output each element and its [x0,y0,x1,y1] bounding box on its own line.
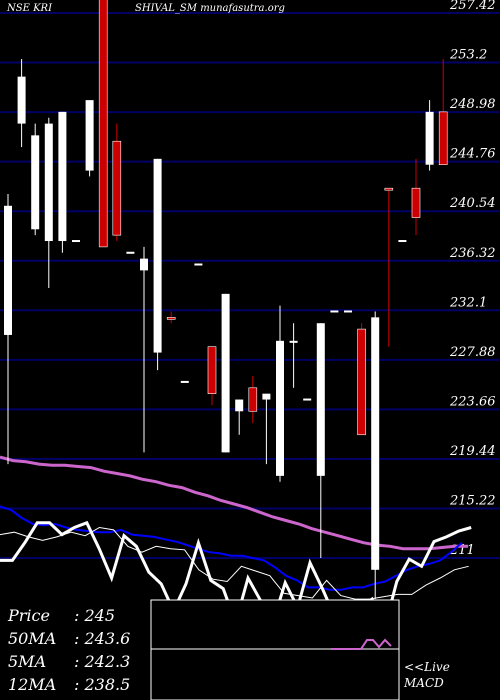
source-label: SHIVAL_SM munafasutra.org [135,3,285,14]
macd-signal-line [331,638,392,650]
grid-layer [0,12,500,560]
candle-up [58,111,67,242]
stat-ma50: 50MA: 243.6 [8,629,131,648]
stat-ma12-value: 238.5 [84,675,131,694]
price-tick-label: 240.54 [449,196,496,211]
stat-ma5-key: 5MA [8,652,47,671]
price-tick-label: 232.1 [449,295,487,310]
candle-up [221,293,230,453]
stat-ma50-value: 243.6 [84,629,131,648]
candle-up [17,76,26,124]
candle-up [140,258,148,271]
candle-down [357,328,366,436]
macd-live-label: <<Live [404,660,450,674]
moving-averages [0,455,469,600]
candles [4,0,448,600]
price-tick-label: 219.44 [449,444,496,459]
candle-up [4,205,12,335]
candle-down [98,0,108,248]
price-tick-label: 253.2 [449,48,487,63]
price-tick-label: 223.66 [449,394,496,409]
candle-down [411,187,421,218]
candle-up [425,111,434,165]
stat-ma5: 5MA: 242.3 [8,652,131,671]
symbol-label: NSE KRI [7,3,53,14]
candle-down [207,346,217,394]
candle-up [289,340,298,343]
candle-down [384,187,394,191]
candle-up [31,135,40,230]
stat-ma5-value: 242.3 [84,652,131,671]
price-tick-label: 244.76 [449,147,496,162]
candle-down [166,317,176,320]
price-tick-label: 236.32 [449,246,496,261]
ma-long-line [0,455,468,551]
candle-up [316,323,325,476]
candle-up [371,317,380,570]
price-tick-label: 257.42 [449,0,496,13]
price-tick-label: 248.98 [449,97,496,112]
stat-ma50-key: 50MA [8,629,57,648]
ma-short-line [0,526,469,600]
candle-up [85,100,94,171]
stat-price-key: Price [8,606,50,625]
stat-price-value: 245 [84,606,116,625]
stat-ma12: 12MA: 238.5 [8,675,131,694]
macd-title-label: MACD [404,676,444,690]
price-tick-label: 227.88 [449,345,496,360]
price-axis-labels: 257.42 253.2 248.98 244.76 240.54 236.32 232.1… [449,0,496,558]
macd-panel [0,520,472,700]
candle-up [262,393,271,400]
stat-ma12-key: 12MA [8,675,57,694]
candle-down [112,140,122,236]
candle-up [44,123,53,242]
candle-up [235,399,244,412]
price-tick-label: 215.22 [449,494,496,509]
ma-mid-line [0,505,463,591]
candle-up [153,158,162,353]
candle-down [438,111,448,166]
candle-down [248,387,258,412]
candle-up [276,340,284,476]
stat-price: Price: 245 [8,606,116,625]
macd-box [150,599,400,700]
